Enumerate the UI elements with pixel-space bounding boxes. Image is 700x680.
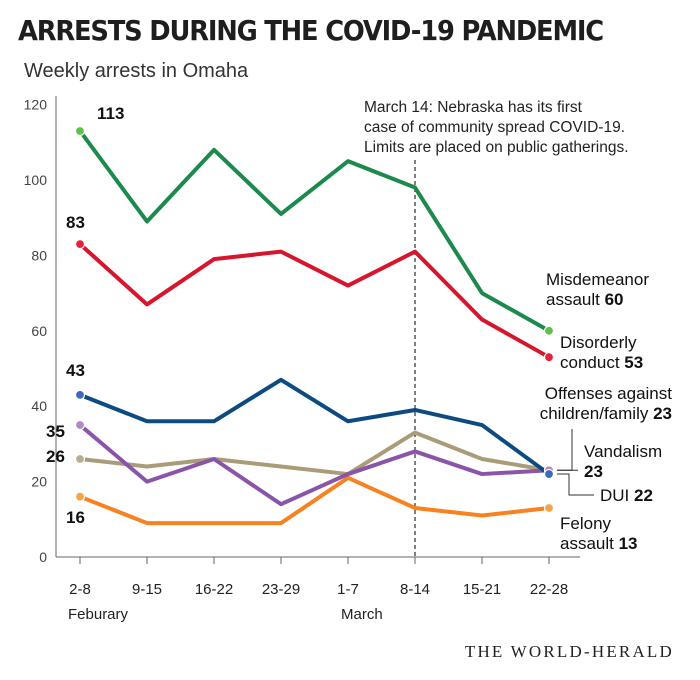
- series-start-label: 26: [46, 447, 65, 466]
- x-tick-label: 22-28: [530, 581, 568, 598]
- x-tick-label: 15-21: [463, 581, 501, 598]
- x-tick-label: 23-29: [262, 581, 300, 598]
- series-end-label: assault 60: [546, 290, 624, 309]
- x-tick-label: 1-7: [337, 581, 359, 598]
- series-end-label: Felony: [560, 514, 612, 533]
- series-start-label: 83: [66, 213, 85, 232]
- series-start-label: 43: [66, 361, 85, 380]
- annotation-text: March 14: Nebraska has its first: [364, 99, 583, 116]
- leader-line: [557, 429, 573, 471]
- y-tick-label: 40: [31, 398, 47, 414]
- series-start-point: [74, 389, 86, 400]
- series-end-label: conduct 53: [560, 353, 643, 372]
- series-end-value: 23: [584, 462, 603, 481]
- x-tick-label: 9-15: [132, 581, 162, 598]
- chart-subtitle: Weekly arrests in Omaha: [24, 60, 249, 82]
- annotation-layer: March 14: Nebraska has its first case of …: [364, 99, 629, 557]
- series-start-point: [74, 419, 86, 431]
- series-start-label: 35: [46, 422, 65, 441]
- annotation-text: Limits are placed on public gatherings.: [364, 139, 629, 156]
- y-tick-label: 120: [24, 97, 48, 113]
- series-line: [78, 242, 551, 360]
- series-line: [78, 475, 551, 526]
- axis-layer: 0 20 40 60 80 100 120 2-8 9-15 16-22 23-29 1-7 8-14 1…: [24, 96, 580, 623]
- publisher-credit: THE WORLD-HERALD: [464, 642, 674, 661]
- y-tick-label: 20: [31, 474, 47, 490]
- series-end-label: children/family 23: [540, 404, 672, 423]
- series-start-point: [74, 491, 86, 502]
- series-end-label: Disorderly: [560, 333, 637, 352]
- series-start-label: 16: [66, 508, 85, 527]
- series-start-point: [74, 453, 86, 465]
- series-end-point: [543, 325, 555, 336]
- x-tick-label: 16-22: [195, 581, 233, 598]
- series-end-label: assault 13: [560, 534, 638, 553]
- series-end-label: Offenses against: [545, 384, 673, 403]
- series-start-point: [74, 125, 86, 137]
- series-end-point: [543, 502, 555, 514]
- series-layer: [74, 125, 555, 526]
- y-tick-label: 60: [31, 323, 47, 339]
- series-end-label: DUI 22: [600, 486, 653, 505]
- series-start-point: [74, 238, 86, 250]
- series-end-point: [543, 468, 555, 480]
- series-line: [78, 377, 551, 477]
- x-tick-label: 2-8: [69, 581, 91, 598]
- y-tick-label: 100: [24, 172, 48, 188]
- chart-title: ARRESTS DURING THE COVID-19 PANDEMIC: [18, 14, 604, 47]
- series-end-label: Misdemeanor: [546, 270, 649, 289]
- month-label: Feburary: [68, 606, 129, 623]
- series-line: [78, 423, 551, 507]
- leader-line: [557, 473, 594, 496]
- series-line: [78, 430, 551, 477]
- series-end-point: [543, 352, 555, 363]
- series-line: [78, 128, 551, 333]
- x-tick-label: 8-14: [400, 581, 430, 598]
- annotation-text: case of community spread COVID-19.: [364, 119, 625, 136]
- y-tick-label: 0: [39, 549, 47, 565]
- series-end-label: Vandalism: [584, 442, 662, 461]
- y-tick-label: 80: [31, 247, 47, 263]
- month-label: March: [341, 606, 383, 623]
- series-start-label: 113: [97, 104, 124, 123]
